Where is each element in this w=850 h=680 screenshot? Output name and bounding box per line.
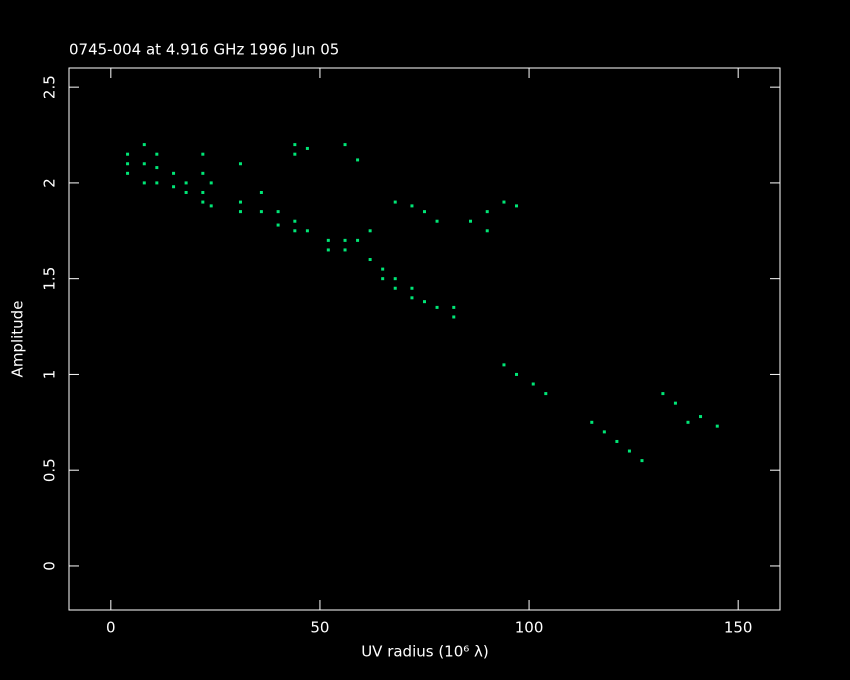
- point: [381, 267, 385, 271]
- point: [368, 258, 372, 262]
- point: [259, 210, 263, 214]
- point: [201, 200, 205, 204]
- point: [238, 200, 242, 204]
- y-tick-label: 2: [41, 178, 59, 188]
- x-axis-label: UV radius (10⁶ λ): [361, 643, 489, 661]
- point: [172, 171, 176, 175]
- point: [155, 181, 159, 185]
- point: [293, 219, 297, 223]
- point: [201, 190, 205, 194]
- point: [368, 229, 372, 233]
- point: [485, 229, 489, 233]
- point: [305, 229, 309, 233]
- point: [515, 372, 519, 376]
- point: [293, 143, 297, 147]
- point: [343, 143, 347, 147]
- point: [686, 420, 690, 424]
- plot-frame: [68, 67, 781, 611]
- point: [238, 210, 242, 214]
- point: [209, 204, 213, 208]
- point: [502, 200, 506, 204]
- point: [184, 181, 188, 185]
- y-tick-label: 0: [41, 561, 59, 571]
- y-tick-label: 2.5: [41, 75, 59, 99]
- point: [640, 459, 644, 463]
- point: [155, 166, 159, 170]
- point: [356, 238, 360, 242]
- point: [410, 204, 414, 208]
- point: [544, 392, 548, 396]
- chart-title: 0745-004 at 4.916 GHz 1996 Jun 05: [69, 41, 339, 59]
- point: [393, 286, 397, 290]
- point: [209, 181, 213, 185]
- point: [615, 439, 619, 443]
- point: [715, 424, 719, 428]
- point: [661, 392, 665, 396]
- point: [293, 152, 297, 156]
- point: [502, 363, 506, 367]
- point: [142, 181, 146, 185]
- point: [356, 158, 360, 162]
- point: [155, 152, 159, 156]
- point: [515, 204, 519, 208]
- point: [531, 382, 535, 386]
- point: [423, 300, 426, 304]
- point: [326, 248, 330, 252]
- x-tick-label: 50: [310, 619, 329, 637]
- y-tick-label: 1.5: [41, 267, 59, 291]
- point: [293, 229, 297, 233]
- point: [305, 146, 309, 150]
- point: [410, 286, 414, 290]
- y-tick-label: 0.5: [41, 458, 59, 482]
- x-tick-label: 100: [515, 619, 544, 637]
- point: [452, 315, 456, 319]
- point: [126, 162, 130, 166]
- point: [699, 415, 703, 419]
- point: [627, 449, 631, 453]
- y-tick-label: 1: [41, 370, 59, 380]
- point: [276, 210, 280, 214]
- point: [435, 219, 439, 223]
- point: [435, 305, 439, 309]
- point: [423, 210, 426, 214]
- point: [343, 238, 347, 242]
- x-tick-label: 150: [724, 619, 753, 637]
- point: [126, 152, 130, 156]
- point: [184, 190, 188, 194]
- point: [326, 238, 330, 242]
- point: [673, 401, 677, 405]
- point: [238, 162, 242, 166]
- point: [172, 185, 176, 189]
- point: [469, 219, 473, 223]
- point: [590, 420, 594, 424]
- point: [602, 430, 606, 434]
- point: [485, 210, 489, 214]
- point: [126, 171, 130, 175]
- point: [276, 223, 280, 227]
- point: [393, 200, 397, 204]
- point: [393, 277, 397, 281]
- point: [452, 305, 456, 309]
- point: [410, 296, 414, 300]
- point: [259, 190, 263, 194]
- point: [142, 162, 146, 166]
- y-axis-label: Amplitude: [9, 301, 27, 378]
- point: [201, 152, 205, 156]
- point: [142, 143, 146, 147]
- point: [343, 248, 347, 252]
- point: [201, 171, 205, 175]
- x-tick-label: 0: [106, 619, 116, 637]
- point: [381, 277, 385, 281]
